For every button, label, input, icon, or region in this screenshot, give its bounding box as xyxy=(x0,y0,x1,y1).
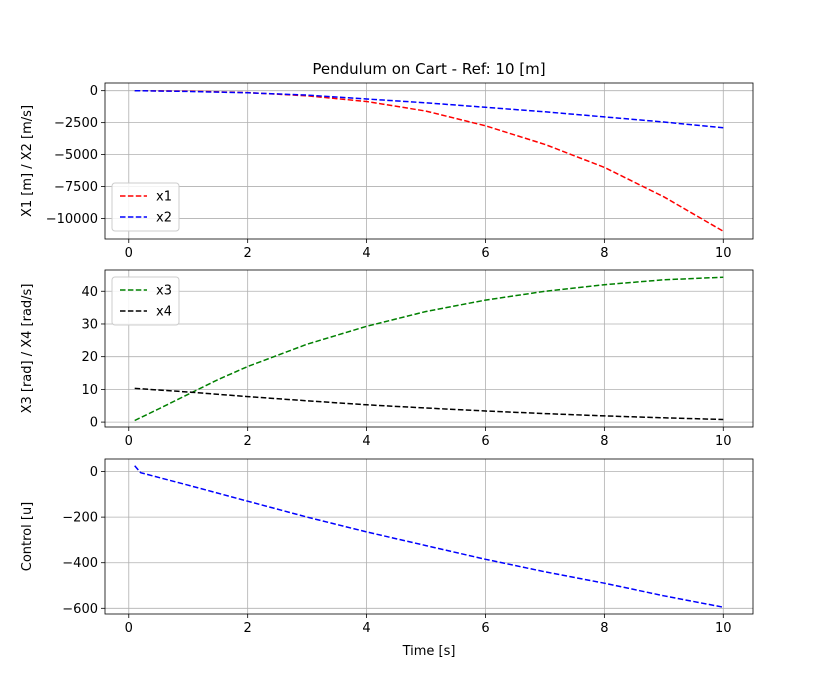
x-tick-label: 8 xyxy=(600,246,608,261)
x-tick-label: 10 xyxy=(715,434,732,449)
legend-label-x2: x2 xyxy=(156,211,172,226)
x-tick-label: 6 xyxy=(481,621,489,636)
x-tick-label: 8 xyxy=(600,434,608,449)
x-tick-label: 6 xyxy=(481,246,489,261)
chart-title: Pendulum on Cart - Ref: 10 [m] xyxy=(312,60,545,78)
x-tick-label: 10 xyxy=(715,246,732,261)
y-tick-label: 20 xyxy=(81,350,98,365)
y-tick-label: 10 xyxy=(81,383,98,398)
x-tick-label: 0 xyxy=(125,434,133,449)
y-tick-label: 0 xyxy=(90,416,98,431)
x-tick-label: 0 xyxy=(125,246,133,261)
legend-box xyxy=(111,276,180,326)
legend-label-x1: x1 xyxy=(156,190,172,205)
x-tick-label: 8 xyxy=(600,621,608,636)
series-line-x1 xyxy=(134,89,724,232)
y-tick-label: −200 xyxy=(62,511,98,526)
legend-label-x4: x4 xyxy=(156,305,172,320)
x-tick-label: 10 xyxy=(715,621,732,636)
x-tick-label: 2 xyxy=(244,621,252,636)
series-line-x3 xyxy=(134,276,724,422)
plot-control: 0 2 4 6 8 10 0 −200 −400 −600 Control [u] Time [s] xyxy=(20,458,754,659)
legend-label-x3: x3 xyxy=(156,284,172,299)
y-tick-label: 0 xyxy=(90,465,98,480)
x-tick-label: 4 xyxy=(362,621,370,636)
y-axis-label: Control [u] xyxy=(20,502,35,572)
x-tick-label: 6 xyxy=(481,434,489,449)
series-line-x2 xyxy=(134,89,724,129)
plot-states-x1-x2: 0 2 4 6 8 10 0 −2500 −5000 −7500 −10000 Pendulum on… xyxy=(20,60,754,261)
x-tick-label: 0 xyxy=(125,621,133,636)
x-tick-label: 2 xyxy=(244,434,252,449)
y-tick-label: 30 xyxy=(81,317,98,332)
y-tick-label: −7500 xyxy=(54,180,98,195)
x-tick-label: 2 xyxy=(244,246,252,261)
y-tick-label: −600 xyxy=(62,602,98,617)
series-line-series-0 xyxy=(134,465,724,608)
axes-frame xyxy=(104,269,754,428)
y-axis-label: X1 [m] / X2 [m/s] xyxy=(20,105,35,217)
axes-frame xyxy=(104,82,754,240)
series-line-x4 xyxy=(134,387,724,421)
axes-frame xyxy=(104,458,754,615)
x-tick-label: 4 xyxy=(362,246,370,261)
y-tick-label: 40 xyxy=(81,285,98,300)
y-axis-label: X3 [rad] / X4 [rad/s] xyxy=(20,284,35,414)
legend-box xyxy=(111,182,180,232)
y-tick-label: −400 xyxy=(62,556,98,571)
y-tick-label: −2500 xyxy=(54,116,98,131)
x-axis-label: Time [s] xyxy=(402,644,456,659)
y-tick-label: −5000 xyxy=(54,148,98,163)
x-tick-label: 4 xyxy=(362,434,370,449)
y-tick-label: −10000 xyxy=(46,212,98,227)
y-tick-label: 0 xyxy=(90,84,98,99)
